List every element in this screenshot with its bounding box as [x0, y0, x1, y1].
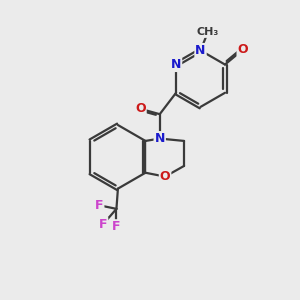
Text: F: F	[95, 199, 103, 212]
Text: O: O	[135, 102, 146, 115]
Text: O: O	[160, 170, 170, 183]
Text: N: N	[195, 44, 206, 57]
Text: N: N	[171, 58, 181, 71]
Text: N: N	[154, 132, 165, 145]
Text: F: F	[99, 218, 107, 231]
Text: O: O	[238, 43, 248, 56]
Text: F: F	[112, 220, 121, 233]
Text: CH₃: CH₃	[197, 27, 219, 37]
